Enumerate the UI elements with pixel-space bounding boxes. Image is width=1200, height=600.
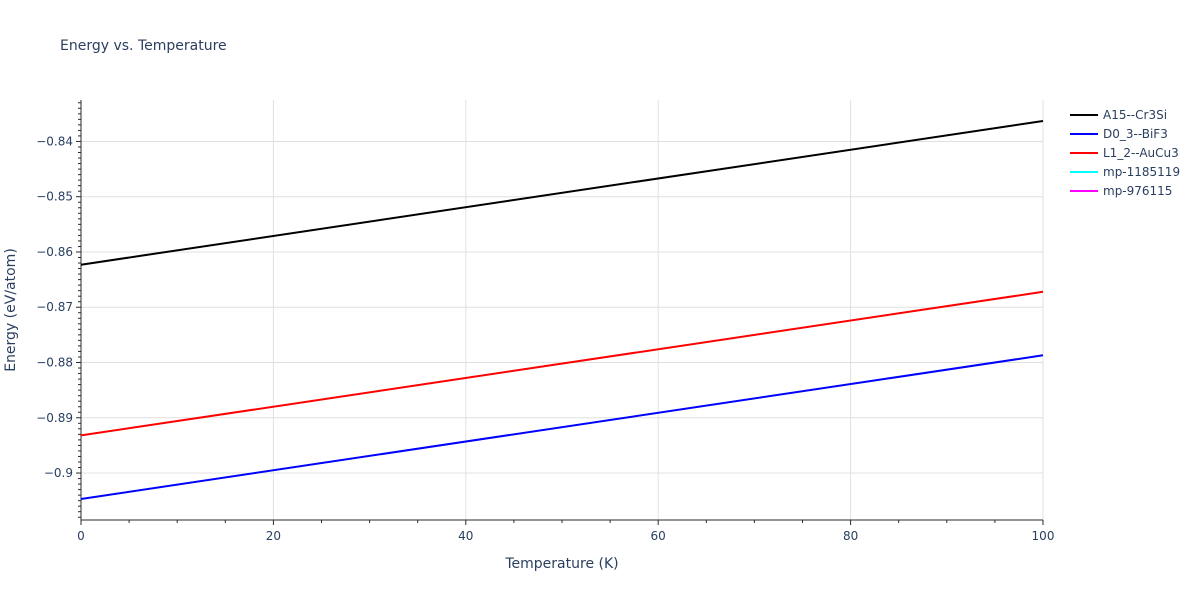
y-tick-label: −0.9 [44, 466, 73, 480]
y-tick-label: −0.89 [36, 411, 73, 425]
y-axis-title: Energy (eV/atom) [3, 248, 19, 372]
legend-item[interactable]: L1_2--AuCu3 [1070, 146, 1179, 160]
legend-item[interactable]: mp-976115 [1070, 184, 1172, 198]
series-line-a15-cr3si [80, 120, 1044, 266]
y-tick-label: −0.86 [36, 245, 73, 259]
y-tick-label: −0.88 [36, 356, 73, 370]
series-line-d0-3-bif3 [80, 354, 1044, 500]
legend-label: mp-976115 [1103, 184, 1172, 198]
x-tick-label: 80 [843, 529, 858, 543]
x-tick-label: 100 [1032, 529, 1055, 543]
legend-item[interactable]: mp-1185119 [1070, 165, 1180, 179]
y-tick-label: −0.85 [36, 190, 73, 204]
x-tick-label: 20 [266, 529, 281, 543]
grid [81, 100, 1044, 520]
legend-label: L1_2--AuCu3 [1103, 146, 1179, 160]
x-tick-label: 60 [651, 529, 666, 543]
x-tick-label: 0 [77, 529, 85, 543]
x-axis-title: Temperature (K) [504, 556, 618, 572]
series-line-l1-2-aucu3 [80, 290, 1044, 437]
legend-label: D0_3--BiF3 [1103, 127, 1168, 141]
axes: 0 20 40 60 80 100 −0.9 −0.89 −0.88 −0.87 −0.86 −0.8… [36, 100, 1054, 543]
legend-item[interactable]: A15--Cr3Si [1070, 108, 1167, 122]
legend-item[interactable]: D0_3--BiF3 [1070, 127, 1168, 141]
y-tick-label: −0.84 [36, 134, 73, 148]
chart-title: Energy vs. Temperature [60, 38, 227, 54]
legend: A15--Cr3Si D0_3--BiF3 L1_2--AuCu3 mp-118511… [1070, 108, 1180, 198]
plot-area [80, 120, 1044, 500]
legend-label: A15--Cr3Si [1103, 108, 1167, 122]
legend-label: mp-1185119 [1103, 165, 1180, 179]
x-tick-label: 40 [458, 529, 473, 543]
y-tick-label: −0.87 [36, 300, 73, 314]
